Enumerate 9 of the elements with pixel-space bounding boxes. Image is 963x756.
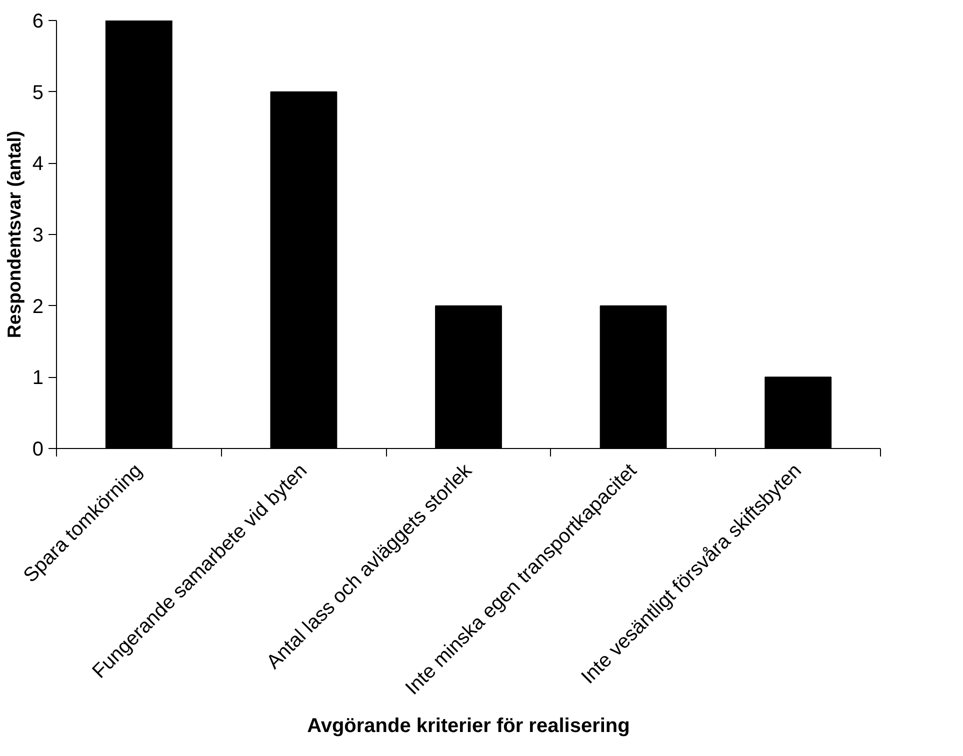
x-axis-title: Avgörande kriterier för realisering bbox=[307, 715, 630, 738]
y-tick-label: 0 bbox=[32, 438, 44, 460]
y-tick-label: 5 bbox=[32, 82, 44, 104]
y-tick-label: 1 bbox=[32, 367, 44, 390]
y-axis-title: Respondentsvar (antal) bbox=[3, 130, 24, 338]
y-tick-label: 4 bbox=[32, 153, 44, 176]
y-tick-label: 2 bbox=[32, 296, 44, 318]
y-tick-label: 3 bbox=[32, 224, 44, 246]
y-tick-label: 6 bbox=[32, 10, 44, 32]
